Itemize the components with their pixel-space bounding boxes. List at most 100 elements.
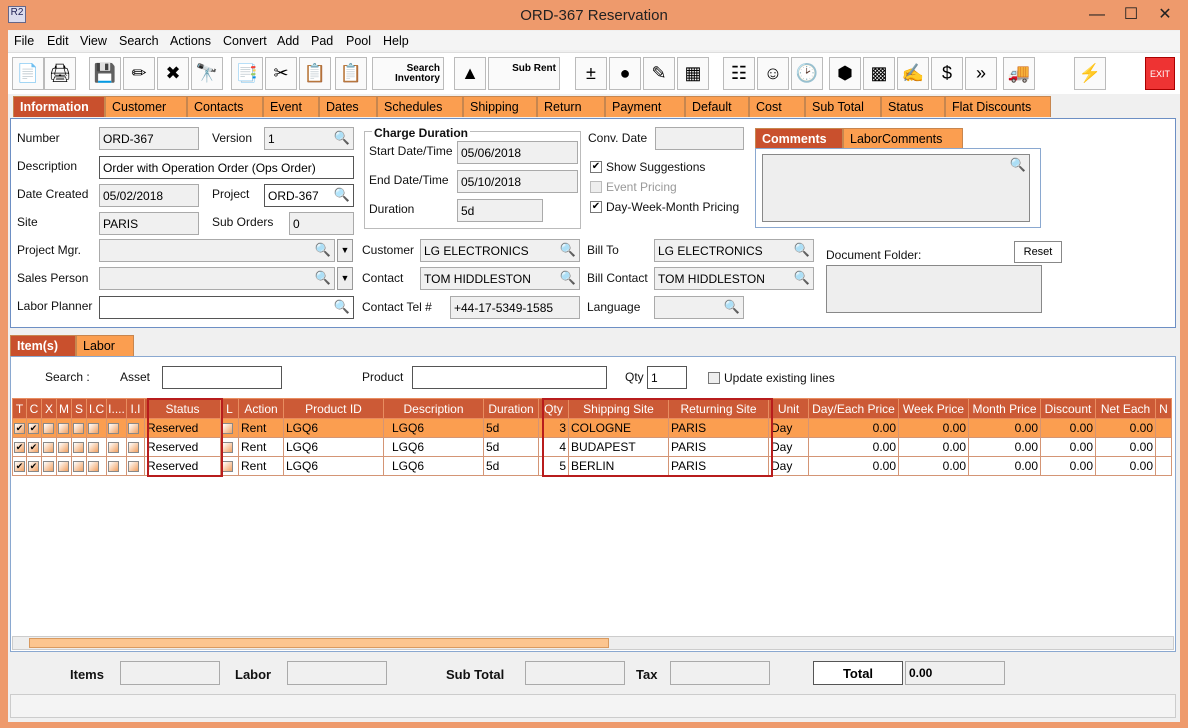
bill-to-field[interactable]: LG ELECTRONICS 🔍: [654, 239, 814, 262]
column-header[interactable]: Discount: [1040, 398, 1096, 419]
row-checkbox-cell[interactable]: [71, 456, 87, 476]
search-icon[interactable]: 🔍: [723, 299, 740, 314]
row-checkbox-cell[interactable]: [106, 418, 127, 438]
row-checkbox[interactable]: [222, 461, 233, 473]
cell-disc[interactable]: 0.00: [1040, 456, 1096, 476]
sub-orders-field[interactable]: 0: [289, 212, 354, 235]
cell-week[interactable]: 0.00: [898, 418, 969, 438]
cell-month[interactable]: 0.00: [968, 437, 1041, 457]
contact-field[interactable]: TOM HIDDLESTON 🔍: [420, 267, 580, 290]
reset-button[interactable]: Reset: [1014, 241, 1062, 263]
row-checkbox[interactable]: [128, 423, 139, 435]
save-icon[interactable]: 💾: [89, 57, 121, 90]
new-document-icon[interactable]: 📄: [12, 57, 44, 90]
row-checkbox[interactable]: [43, 423, 54, 435]
description-field[interactable]: Order with Operation Order (Ops Order): [99, 156, 354, 179]
cell-net[interactable]: 0.00: [1095, 456, 1156, 476]
menu-actions[interactable]: Actions: [170, 34, 211, 48]
row-checkbox[interactable]: ✔: [28, 461, 39, 473]
binoculars-icon[interactable]: 🔭: [191, 57, 223, 90]
cell-unit[interactable]: Day: [768, 418, 809, 438]
cell-n[interactable]: [1155, 418, 1172, 438]
search-icon[interactable]: 🔍: [333, 299, 350, 314]
form-edit-icon[interactable]: ✍: [897, 57, 929, 90]
project-mgr-field[interactable]: 🔍: [99, 239, 335, 262]
notes-icon[interactable]: ✎: [643, 57, 675, 90]
cell-ret[interactable]: PARIS: [668, 456, 769, 476]
tab-status[interactable]: Status: [881, 96, 945, 117]
menu-edit[interactable]: Edit: [47, 34, 69, 48]
tab-return[interactable]: Return: [537, 96, 605, 117]
lightning-button[interactable]: ⚡: [1074, 57, 1106, 90]
row-checkbox[interactable]: [88, 461, 99, 473]
cell-month[interactable]: 0.00: [968, 418, 1041, 438]
cell-n[interactable]: [1155, 456, 1172, 476]
cell-desc[interactable]: LGQ6: [383, 437, 484, 457]
scrollbar-thumb[interactable]: [29, 638, 609, 648]
tab-cost[interactable]: Cost: [749, 96, 805, 117]
cell-duration[interactable]: 5d: [483, 456, 539, 476]
tab-customer[interactable]: Customer: [105, 96, 187, 117]
column-header[interactable]: Unit: [768, 398, 809, 419]
cell-disc[interactable]: 0.00: [1040, 437, 1096, 457]
cell-day[interactable]: 0.00: [808, 456, 899, 476]
row-checkbox[interactable]: [73, 442, 84, 454]
qty-input[interactable]: 1: [647, 366, 687, 389]
search-inventory-button[interactable]: Search Inventory: [372, 57, 444, 90]
cell-day[interactable]: 0.00: [808, 418, 899, 438]
cell-unit[interactable]: Day: [768, 456, 809, 476]
cell-day[interactable]: 0.00: [808, 437, 899, 457]
column-header[interactable]: X: [41, 398, 57, 419]
schedule-icon[interactable]: 🕑: [791, 57, 823, 90]
customer-field[interactable]: LG ELECTRONICS 🔍: [420, 239, 580, 262]
print-icon[interactable]: 🖨: [44, 57, 76, 90]
update-existing-lines-checkbox[interactable]: [708, 372, 720, 384]
column-header[interactable]: Duration: [483, 398, 539, 419]
cell-product[interactable]: LGQ6: [283, 456, 384, 476]
search-icon[interactable]: 🔍: [333, 130, 350, 145]
row-checkbox-cell[interactable]: [220, 418, 239, 438]
row-checkbox[interactable]: [73, 461, 84, 473]
language-field[interactable]: 🔍: [654, 296, 744, 319]
row-checkbox[interactable]: ✔: [28, 442, 39, 454]
end-field[interactable]: 05/10/2018: [457, 170, 578, 193]
bill-contact-field[interactable]: TOM HIDDLESTON 🔍: [654, 267, 814, 290]
document-folder-box[interactable]: [826, 265, 1042, 313]
tab-labor-comments[interactable]: LaborComments: [843, 128, 963, 149]
column-header[interactable]: Month Price: [968, 398, 1041, 419]
cell-action[interactable]: Rent: [238, 418, 284, 438]
row-checkbox[interactable]: [222, 442, 233, 454]
column-header[interactable]: Description: [383, 398, 484, 419]
row-checkbox[interactable]: [73, 423, 84, 435]
tab-labor[interactable]: Labor: [76, 335, 134, 356]
asset-search-input[interactable]: [162, 366, 282, 389]
tab-flat-discounts[interactable]: Flat Discounts: [945, 96, 1051, 117]
row-checkbox[interactable]: ✔: [14, 461, 25, 473]
tab-information[interactable]: Information: [13, 96, 105, 117]
cell-product[interactable]: LGQ6: [283, 437, 384, 457]
show-suggestions-checkbox[interactable]: ✔: [590, 161, 602, 173]
chart-cubes-icon[interactable]: ▩: [863, 57, 895, 90]
tab-comments[interactable]: Comments: [755, 128, 843, 149]
row-checkbox[interactable]: [43, 461, 54, 473]
tab-default[interactable]: Default: [685, 96, 749, 117]
search-icon[interactable]: 🔍: [314, 270, 331, 285]
product-search-input[interactable]: [412, 366, 607, 389]
event-pricing-checkbox[interactable]: [590, 181, 602, 193]
search-icon[interactable]: 🔍: [793, 242, 810, 257]
horizontal-scrollbar[interactable]: [12, 636, 1174, 650]
hierarchy-icon[interactable]: ☷: [723, 57, 755, 90]
column-header[interactable]: Product ID: [283, 398, 384, 419]
column-header[interactable]: Day/Each Price: [808, 398, 899, 419]
row-checkbox-cell[interactable]: [220, 456, 239, 476]
copy-icon[interactable]: 📋: [299, 57, 331, 90]
cell-duration[interactable]: 5d: [483, 418, 539, 438]
cell-week[interactable]: 0.00: [898, 456, 969, 476]
row-checkbox[interactable]: [58, 461, 69, 473]
menu-search[interactable]: Search: [119, 34, 159, 48]
tab-sub-total[interactable]: Sub Total: [805, 96, 881, 117]
sales-person-dropdown[interactable]: ▼: [337, 267, 353, 290]
delete-icon[interactable]: ✖: [157, 57, 189, 90]
row-checkbox-cell[interactable]: [41, 437, 57, 457]
table-row[interactable]: ✔ ✔ Reserved Rent LGQ6 LGQ6 5d 5 BERLIN PARIS Day 0…: [12, 456, 1172, 476]
